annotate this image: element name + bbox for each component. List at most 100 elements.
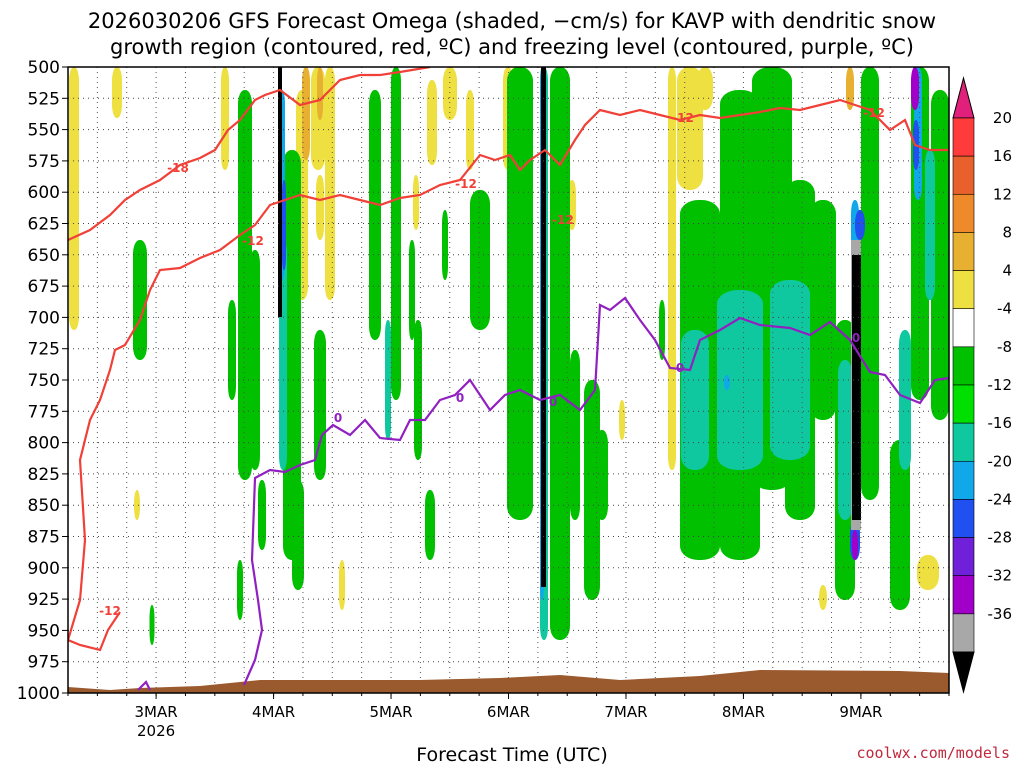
omega-shade-cell xyxy=(810,200,836,420)
red-contour-line xyxy=(68,67,431,242)
omega-shade-cell xyxy=(596,430,608,520)
omega-shade-cell xyxy=(317,67,323,120)
y-tick-label: 625 xyxy=(28,215,60,235)
colorbar-segment xyxy=(952,193,975,233)
x-tick-label: 8MAR xyxy=(722,703,765,721)
omega-shade-cell xyxy=(681,330,709,470)
y-tick-label: 975 xyxy=(28,653,60,673)
colorbar-bottom-arrow xyxy=(952,651,975,694)
red-contour-line xyxy=(68,611,121,652)
colorbar-label: -12 xyxy=(988,376,1013,394)
red-contour-label: -12 xyxy=(242,234,264,248)
omega-shade-cell xyxy=(258,480,266,550)
y-tick-label: 650 xyxy=(28,246,60,266)
omega-shade-cell xyxy=(855,210,865,240)
y-tick-label: 925 xyxy=(28,590,60,610)
omega-shade-cell xyxy=(925,150,935,300)
y-tick-label: 700 xyxy=(28,308,60,328)
red-contour-label: -12 xyxy=(552,213,574,227)
omega-shade-cell xyxy=(283,150,301,560)
colorbar-label: 12 xyxy=(993,185,1012,203)
omega-shade-cell xyxy=(425,490,435,560)
colorbar-segment xyxy=(952,499,975,538)
colorbar-segment xyxy=(952,155,975,195)
omega-shade-cell xyxy=(899,330,911,470)
colorbar-segment xyxy=(952,575,975,615)
omega-shade-cell xyxy=(717,290,763,470)
x-tick-label: 7MAR xyxy=(604,703,647,721)
colorbar-segment xyxy=(952,613,975,653)
y-tick-label: 800 xyxy=(28,434,60,454)
purple-contour-label: 0 xyxy=(334,411,342,425)
y-tick-label: 950 xyxy=(28,621,60,641)
purple-contour-label: 0 xyxy=(549,395,557,409)
omega-shade-cell xyxy=(668,67,676,470)
contour-lines xyxy=(68,67,949,691)
omega-shade-cell xyxy=(697,67,713,110)
purple-contour-label: 0 xyxy=(676,361,684,375)
y-tick-label: 725 xyxy=(28,340,60,360)
omega-shade-cell xyxy=(770,280,810,460)
x-tick-label: 4MAR xyxy=(252,703,295,721)
colorbar-label: -32 xyxy=(988,567,1013,585)
colorbar-label: -20 xyxy=(988,452,1013,470)
dotted-grid xyxy=(67,66,950,694)
omega-shade-cell xyxy=(292,480,304,590)
purple-contour-label: 0 xyxy=(852,331,860,345)
chart-title-line-1: 2026030206 GFS Forecast Omega (shaded, −… xyxy=(87,9,937,33)
chart-title-line-2: growth region (contoured, red, ºC) and f… xyxy=(110,35,914,59)
omega-shade-cell xyxy=(391,67,401,400)
omega-shade-cell xyxy=(228,300,236,400)
colorbar-label: -28 xyxy=(988,529,1013,547)
omega-shade-cell xyxy=(852,255,861,520)
colorbar-segment xyxy=(952,422,975,462)
colorbar-segment xyxy=(952,537,975,577)
omega-shade-cell xyxy=(861,67,879,500)
omega-shade-cell xyxy=(470,190,490,330)
y-tick-label: 750 xyxy=(28,371,60,391)
omega-shade-cell xyxy=(149,605,155,645)
colorbar-label: 8 xyxy=(1002,223,1012,241)
colorbar-segment xyxy=(952,270,975,310)
colorbar-label: 20 xyxy=(993,109,1012,127)
red-contour-line xyxy=(68,98,949,641)
colorbar-top-arrow xyxy=(952,76,975,119)
y-tick-label: 550 xyxy=(28,121,60,141)
y-tick-label: 675 xyxy=(28,277,60,297)
red-contour-label: -18 xyxy=(167,161,189,175)
x-tick-label: 3MAR xyxy=(135,703,178,721)
omega-shade-cell xyxy=(677,67,703,190)
omega-shade-cell xyxy=(570,350,580,520)
omega-shade-cell xyxy=(852,530,858,560)
colorbar-label: -8 xyxy=(997,338,1012,356)
omega-shade-cell xyxy=(846,67,854,110)
omega-shade-cell xyxy=(282,180,286,270)
ground-layer xyxy=(68,670,949,693)
y-tick-label: 525 xyxy=(28,89,60,109)
omega-shade-cell xyxy=(911,67,919,110)
omega-shade-cell xyxy=(221,67,229,170)
omega-shade-cell xyxy=(339,560,345,610)
y-tick-label: 875 xyxy=(28,528,60,548)
omega-shade-cell xyxy=(250,250,260,470)
colorbar-label: -4 xyxy=(997,300,1012,318)
omega-shade-cell xyxy=(890,440,910,610)
omega-shade-cell xyxy=(819,585,827,610)
omega-shade-cell xyxy=(112,67,122,118)
ground-fill xyxy=(68,670,949,693)
colorbar-segment xyxy=(952,460,975,500)
y-tick-label: 775 xyxy=(28,402,60,422)
omega-shade-cell xyxy=(325,67,335,300)
omega-shade-cell xyxy=(414,320,422,460)
omega-shade-cell xyxy=(541,67,546,587)
omega-shade-cell xyxy=(237,560,243,620)
omega-shade-cell xyxy=(507,67,533,520)
purple-contour-line xyxy=(137,680,151,691)
red-contour-label: -12 xyxy=(455,177,477,191)
omega-shade-cell xyxy=(550,67,570,640)
credit-text: coolwx.com/models xyxy=(856,744,1010,762)
omega-shade-cell xyxy=(917,555,939,590)
omega-shade-cell xyxy=(427,80,437,165)
omega-shade-cell xyxy=(302,67,310,160)
